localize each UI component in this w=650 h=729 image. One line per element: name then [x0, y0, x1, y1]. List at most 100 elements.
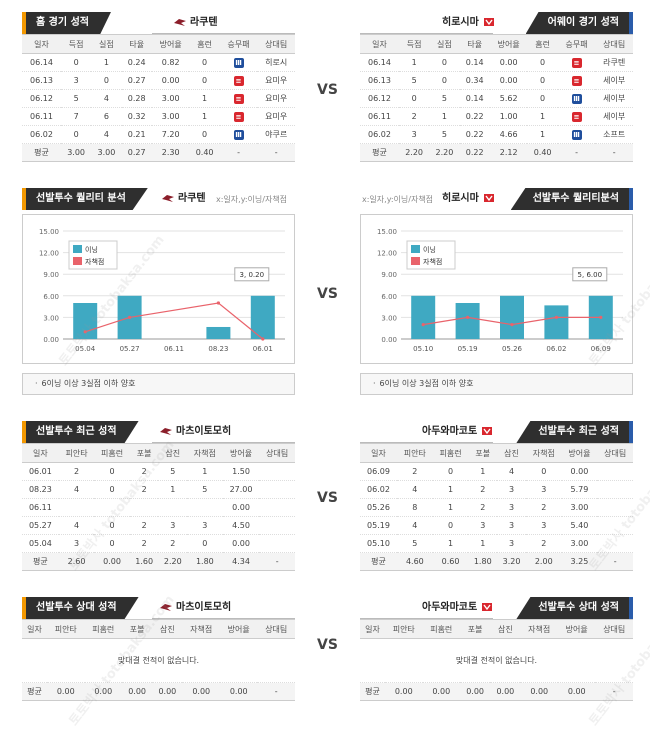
- column-header: 포볼: [122, 619, 153, 639]
- table-cell: 5: [398, 71, 430, 90]
- table-cell: 06.14: [360, 53, 399, 72]
- axis-note-right: x:일자,y:이닝/자책점: [362, 195, 434, 204]
- average-cell: 0.40: [527, 143, 558, 162]
- average-cell: 0.00: [219, 682, 258, 701]
- column-header: 피홈런: [432, 443, 469, 463]
- eagle-logo-icon: [159, 601, 173, 613]
- table-cell: 06.11: [22, 107, 61, 126]
- vs-label: VS: [317, 82, 338, 98]
- empty-message-row: 맞대결 전적이 없습니다.: [360, 638, 633, 683]
- table-cell: 5.62: [489, 89, 528, 108]
- quality-team-right: 히로시마: [442, 191, 499, 207]
- average-cell: -: [557, 143, 596, 162]
- h2h-pitcher-left: 마츠이토모히: [156, 600, 231, 616]
- column-header: 방어율: [561, 443, 598, 463]
- table-cell: [597, 516, 633, 535]
- table-cell: 2: [525, 498, 562, 517]
- table-cell: 08.23: [22, 480, 59, 499]
- table-cell: 4: [58, 516, 95, 535]
- table-cell: 1: [189, 89, 220, 108]
- x-tick-label: 06.11: [164, 345, 184, 353]
- table-row: 06.02 0 4 0.21 7.20 0 Ⅲ 야쿠르: [22, 125, 295, 144]
- column-header: 방어율: [151, 34, 190, 54]
- win-badge: ≡: [571, 111, 582, 122]
- table-cell: 27.00: [222, 480, 260, 499]
- earned-runs-point: [216, 301, 220, 305]
- table-header-row: 일자 피안타 피홈런 포볼 삼진 자책점 방어율 상대팀: [360, 443, 633, 463]
- column-header: 실점: [429, 34, 460, 54]
- earned-runs-point: [128, 315, 132, 319]
- table-cell: 7.20: [151, 125, 190, 144]
- y-tick-label: 12.00: [377, 250, 397, 258]
- table-cell: 요미우: [257, 89, 295, 108]
- table-cell: 세이부: [595, 107, 633, 126]
- loss-badge: Ⅲ: [233, 129, 244, 140]
- table-row: 08.23 4 0 2 1 5 27.00: [22, 480, 295, 499]
- loss-badge: Ⅲ: [571, 93, 582, 104]
- table-cell: 4.66: [489, 125, 528, 144]
- column-header: 일자: [360, 443, 397, 463]
- quality-tab-right: 선발투수 퀄리티분석: [510, 188, 633, 210]
- quality-tab-left: 선발투수 퀄리티 분석: [22, 188, 148, 210]
- table-cell: 0: [429, 71, 460, 90]
- y-tick-label: 12.00: [39, 250, 59, 258]
- average-cell: 2.12: [489, 143, 528, 162]
- table-cell: 0: [525, 462, 562, 481]
- table-cell: 5: [187, 480, 223, 499]
- table-cell: 1: [158, 480, 188, 499]
- table-cell: [94, 498, 130, 517]
- away-table: 일자 득점 실점 타율 방어율 홈런 승무패 상대팀 06.14 1 0 0.14 0.00 0 ≡ 라쿠텐 0…: [360, 34, 633, 162]
- average-cell: 0.00: [460, 682, 491, 701]
- table-cell: 06.13: [22, 71, 61, 90]
- y-tick-label: 15.00: [377, 228, 397, 236]
- average-row: 평균 4.60 0.60 1.80 3.20 2.00 3.25-: [360, 552, 633, 571]
- table-row: 05.04 3 0 2 2 0 0.00: [22, 534, 295, 553]
- column-header: 승무패: [557, 34, 596, 54]
- x-tick-label: 05.19: [458, 345, 478, 353]
- average-row: 평균 2.60 0.00 1.60 2.20 1.80 4.34-: [22, 552, 295, 571]
- table-row: 05.10 5 1 1 3 2 3.00: [360, 534, 633, 553]
- column-header: 득점: [398, 34, 430, 54]
- recent-pitcher-left: 마츠이토모히: [156, 424, 231, 440]
- vs-label: VS: [317, 490, 338, 506]
- average-cell: 0.00: [520, 682, 558, 701]
- home-team: 라쿠텐: [170, 15, 218, 31]
- average-cell: 0.00: [182, 682, 220, 701]
- column-header: 자책점: [187, 443, 223, 463]
- table-cell: 05.26: [360, 498, 397, 517]
- table-cell: [158, 498, 188, 517]
- average-cell: 0.00: [385, 682, 423, 701]
- average-cell: 2.20: [429, 143, 460, 162]
- table-cell: 0.00: [489, 53, 528, 72]
- table-header-row: 일자 피안타 피홈런 포볼 삼진 자책점 방어율 상대팀: [22, 443, 295, 463]
- column-header: 상대팀: [257, 619, 295, 639]
- column-header: 타율: [459, 34, 490, 54]
- table-cell: 1: [527, 125, 558, 144]
- table-cell: 4: [497, 462, 526, 481]
- table-cell: 2: [397, 462, 433, 481]
- table-cell: 0.22: [459, 125, 490, 144]
- table-cell: 2: [468, 480, 498, 499]
- y-tick-label: 6.00: [381, 293, 397, 301]
- average-cell: -: [219, 143, 258, 162]
- h2h-header-left: 선발투수 상대 성적 마츠이토모히: [22, 597, 295, 619]
- average-row: 평균 0.00 0.00 0.00 0.00 0.00 0.00-: [22, 682, 295, 701]
- quality-footnote-left: 6이닝 이상 3실점 이하 양호: [22, 373, 295, 395]
- table-cell: 0.00: [561, 462, 598, 481]
- average-cell: 2.00: [525, 552, 562, 571]
- recent-table-left: 일자 피안타 피홈런 포볼 삼진 자책점 방어율 상대팀 06.01 2 0 2 5 1 1.50 08.23…: [22, 443, 295, 571]
- vs-label: VS: [317, 637, 338, 653]
- average-cell: 0.22: [459, 143, 490, 162]
- result-cell: ≡: [557, 107, 596, 126]
- home-table: 일자 득점 실점 타율 방어율 홈런 승무패 상대팀 06.14 0 1 0.24 0.82 0 Ⅲ 히로시 0…: [22, 34, 295, 162]
- win-badge: ≡: [233, 75, 244, 86]
- column-header: 삼진: [152, 619, 183, 639]
- recent-tab-right: 선발투수 최근 성적: [516, 421, 633, 443]
- table-cell: 5: [429, 89, 460, 108]
- table-cell: 2: [525, 534, 562, 553]
- table-cell: 0.22: [459, 107, 490, 126]
- table-cell: 0.21: [121, 125, 152, 144]
- table-cell: 0: [94, 534, 130, 553]
- column-header: 피안타: [385, 619, 423, 639]
- table-row: 06.13 3 0 0.27 0.00 0 ≡ 요미우: [22, 71, 295, 90]
